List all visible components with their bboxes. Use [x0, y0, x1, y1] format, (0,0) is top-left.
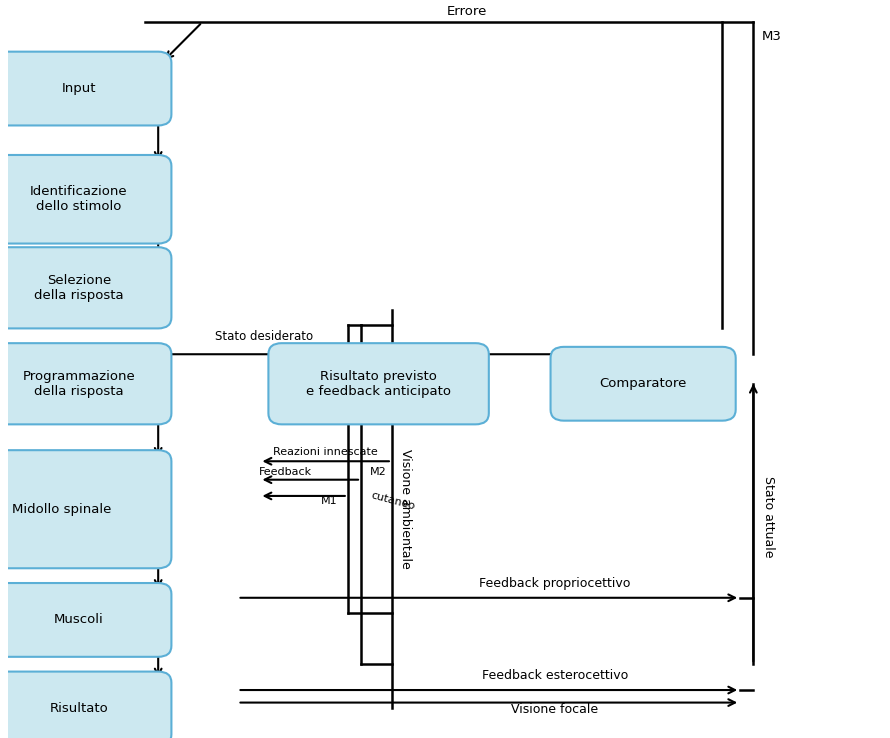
Text: Errore: Errore — [447, 5, 487, 18]
FancyBboxPatch shape — [0, 343, 172, 424]
Text: M1: M1 — [321, 496, 338, 506]
Text: Risultato previsto
e feedback anticipato: Risultato previsto e feedback anticipato — [306, 370, 451, 398]
Text: Comparatore: Comparatore — [600, 377, 687, 390]
Text: Stato attuale: Stato attuale — [762, 476, 775, 557]
Text: Reazioni innescate: Reazioni innescate — [273, 446, 378, 457]
Text: M3: M3 — [762, 30, 782, 43]
Text: Programmazione
della risposta: Programmazione della risposta — [22, 370, 135, 398]
FancyBboxPatch shape — [0, 583, 172, 657]
Text: M2: M2 — [370, 467, 386, 477]
FancyBboxPatch shape — [0, 52, 172, 125]
Text: Visione ambientale: Visione ambientale — [399, 449, 412, 569]
Text: Feedback propriocettivo: Feedback propriocettivo — [480, 577, 631, 590]
Text: Visione focale: Visione focale — [512, 703, 598, 716]
Text: Muscoli: Muscoli — [54, 613, 104, 627]
Text: Identificazione
dello stimolo: Identificazione dello stimolo — [30, 185, 127, 213]
Text: Risultato: Risultato — [50, 702, 109, 715]
Text: Selezione
della risposta: Selezione della risposta — [34, 274, 124, 302]
Text: Midollo spinale: Midollo spinale — [12, 503, 111, 516]
FancyBboxPatch shape — [551, 347, 736, 421]
FancyBboxPatch shape — [0, 450, 172, 568]
Text: Feedback: Feedback — [259, 467, 312, 477]
FancyBboxPatch shape — [0, 247, 172, 328]
FancyBboxPatch shape — [269, 343, 489, 424]
Text: Stato desiderato: Stato desiderato — [214, 330, 313, 343]
FancyBboxPatch shape — [0, 672, 172, 738]
Text: Feedback esterocettivo: Feedback esterocettivo — [481, 669, 628, 682]
FancyBboxPatch shape — [0, 155, 172, 244]
Text: cutaneo: cutaneo — [370, 491, 417, 512]
Text: Input: Input — [61, 82, 96, 95]
